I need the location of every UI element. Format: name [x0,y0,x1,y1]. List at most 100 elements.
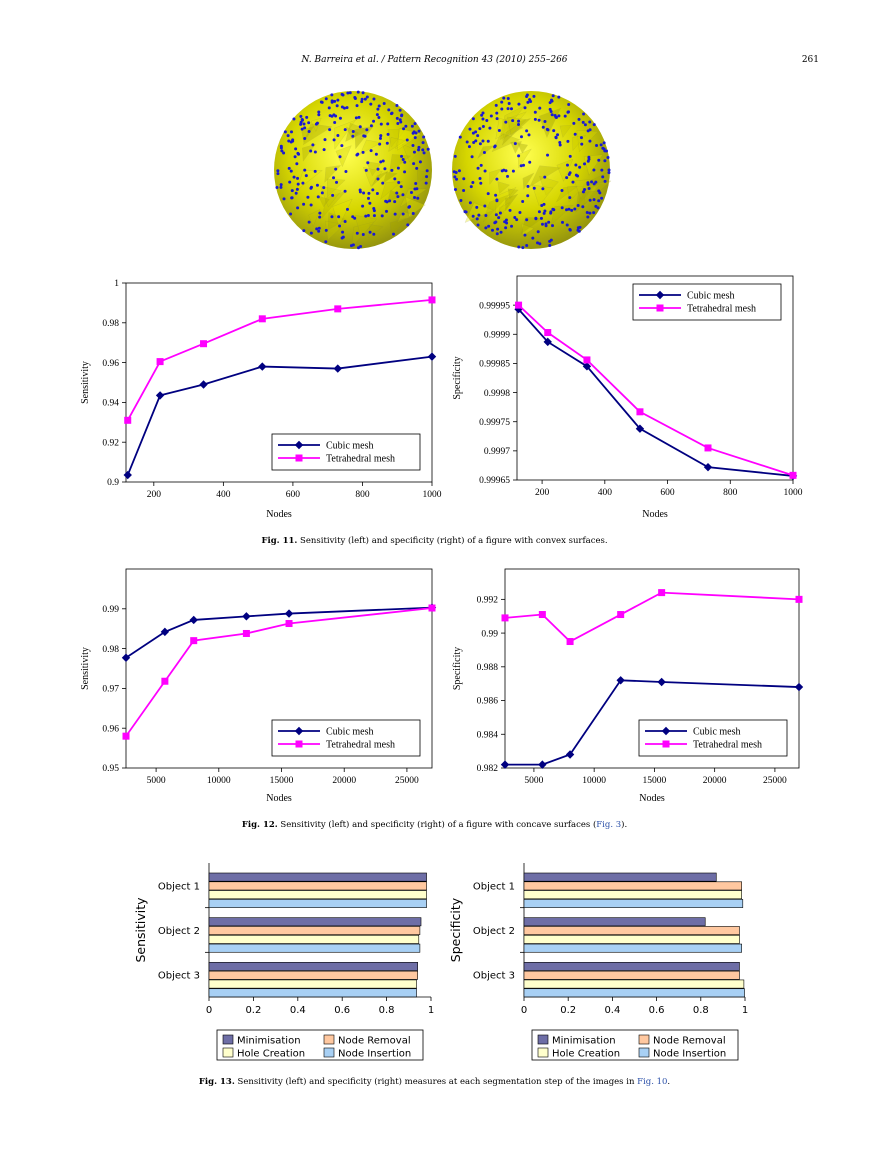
mesh-vertex [324,240,328,244]
mesh-vertex [292,117,296,121]
mesh-vertex [490,228,494,232]
mesh-vertex [334,167,338,171]
diamond-marker [189,615,198,625]
running-header: N. Barreira et al. / Pattern Recognition… [0,55,869,69]
legend-swatch [222,1047,234,1058]
mesh-vertex [363,97,367,101]
diamond-marker [123,470,132,480]
mesh-vertex [409,191,413,195]
mesh-vertex [581,120,585,124]
mesh-vertex [376,107,380,111]
y-tick-label: 0.96 [102,724,119,734]
legend-label: Tetrahedral mesh [687,304,756,315]
mesh-vertex [453,154,457,158]
mesh-vertex [592,168,596,172]
diamond-marker [284,609,294,618]
square-marker [656,304,664,312]
y-tick-label: 0.9998 [484,389,510,399]
mesh-vertex [481,117,485,121]
fig10-link[interactable]: Fig. 10 [637,1077,668,1087]
square-marker [704,444,712,452]
mesh-vertex [597,199,601,203]
mesh-vertex [542,202,546,206]
mesh-vertex [539,216,543,220]
mesh-vertex [317,229,321,233]
mesh-vertex [525,243,529,247]
mesh-facet [371,170,389,187]
mesh-vertex [385,141,389,145]
mesh-vertex [401,212,405,216]
mesh-vertex [411,131,415,135]
mesh-vertex [518,210,522,214]
mesh-vertex [471,131,475,135]
mesh-vertex [585,211,589,215]
diamond-marker [155,391,165,400]
x-tick-label: 5000 [524,776,543,786]
diamond-marker [794,682,804,692]
square-marker [662,740,670,748]
mesh-facet [500,119,524,140]
mesh-vertex [474,139,478,143]
legend-swatch [323,1047,335,1058]
legend-label: Minimisation [552,1036,616,1047]
x-axis-label: Nodes [639,793,665,804]
bar [208,917,422,927]
mesh-vertex [375,113,379,117]
mesh-vertex [523,106,527,110]
mesh-vertex [413,136,417,140]
mesh-vertex [543,209,547,213]
mesh-vertex [340,236,344,240]
mesh-vertex [471,181,475,185]
mesh-vertex [296,176,300,180]
mesh-facet [302,143,317,162]
mesh-vertex [323,138,327,142]
y-tick-label: 0.9997 [484,447,510,457]
mesh-vertex [319,100,323,104]
mesh-vertex [396,121,400,125]
x-tick-label: 0.6 [334,1005,350,1016]
series-cubic-mesh [123,352,437,480]
mesh-vertex [462,188,466,192]
mesh-vertex [418,160,422,164]
fig3-link[interactable]: Fig. 3 [596,820,622,830]
mesh-vertex [594,204,598,208]
chart-fig13-left: 0 0.2 0.4 0.6 0.8 1 Object 1 Object 2 Object 3 Se… [133,863,434,1061]
mesh-vertex [293,155,297,159]
mesh-vertex [346,91,350,95]
mesh-vertex [477,213,481,217]
mesh-vertex [405,138,409,142]
bar [208,943,421,953]
mesh-vertex [605,149,609,153]
mesh-facet [335,145,352,168]
square-marker [538,611,546,619]
legend-swatch [638,1047,650,1058]
mesh-vertex [509,107,513,111]
diamond-marker [427,352,437,361]
category-label: Object 2 [473,926,515,937]
mesh-vertex [392,232,396,236]
diamond-marker [661,726,671,736]
legend-box [216,1029,424,1061]
mesh-vertex [480,113,484,117]
mesh-vertex [493,144,497,148]
mesh-vertex [572,121,576,125]
mesh-vertex [400,113,404,117]
mesh-sphere-2 [452,91,612,250]
mesh-facet [577,172,606,206]
mesh-vertex [421,141,425,145]
mesh-vertex [335,104,339,108]
mesh-vertex [381,181,385,185]
bar [208,970,418,980]
diamond-marker [500,760,510,769]
mesh-vertex [588,198,592,202]
mesh-vertex [317,113,321,117]
mesh-vertex [296,206,300,210]
legend-label: Node Removal [338,1036,411,1047]
mesh-vertex [468,127,472,131]
bar [208,899,427,908]
mesh-vertex [295,187,299,191]
mesh-vertex [588,120,592,124]
mesh-vertex [313,169,317,173]
diamond-marker [582,362,592,371]
sphere-body [452,91,610,249]
